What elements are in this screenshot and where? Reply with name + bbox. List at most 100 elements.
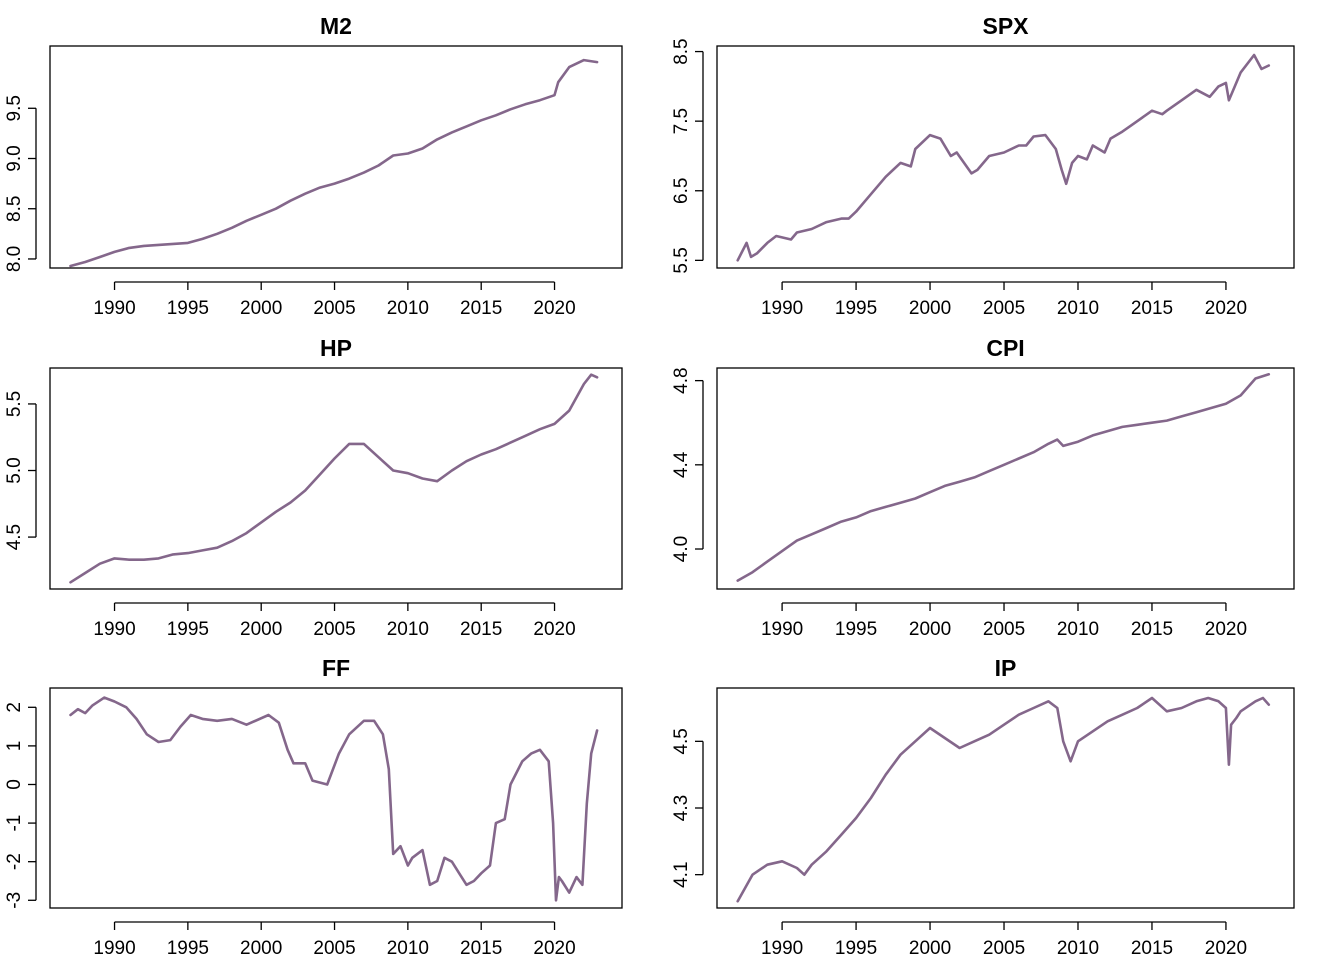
x-tick-label: 2020 [1205, 938, 1247, 959]
x-tick-label: 2010 [387, 938, 429, 959]
series-line-m2 [69, 58, 599, 268]
x-tick-label: 2005 [983, 298, 1025, 319]
x-tick-label: 1990 [761, 619, 803, 640]
y-axis-ff: -3 -2 -1 0 1 2 [4, 702, 37, 909]
x-tick-label: 2015 [460, 619, 502, 640]
plot-frame-hp [49, 367, 623, 590]
panel-title-spx: SPX [982, 13, 1029, 39]
x-tick-label: 2015 [1131, 298, 1173, 319]
x-tick-label: 2020 [533, 938, 575, 959]
y-tick-label: 7.5 [671, 108, 692, 134]
panel-title-cpi: CPI [986, 335, 1024, 361]
y-tick-label: 5.5 [671, 247, 692, 273]
plot-frame-ip [716, 687, 1295, 909]
x-tick-label: 2005 [313, 938, 355, 959]
x-tick-label: 2000 [909, 298, 951, 319]
panel-ff: FF 1990 1995 2000 2005 2010 2015 2020 -3 -2 -1 0 1 2 [4, 655, 623, 959]
x-tick-label: 2000 [240, 619, 282, 640]
y-axis-ip: 4.1 4.3 4.5 [671, 728, 704, 888]
x-axis-m2: 1990 1995 2000 2005 2010 2015 2020 [93, 281, 576, 319]
x-tick-label: 1995 [167, 619, 209, 640]
y-tick-label: 5.0 [4, 457, 25, 483]
x-tick-label: 2000 [240, 938, 282, 959]
series-line-spx [736, 53, 1271, 262]
x-tick-label: 1995 [167, 298, 209, 319]
y-tick-label: 4.5 [671, 728, 692, 754]
x-tick-label: 2020 [1205, 619, 1247, 640]
panel-title-hp: HP [320, 335, 352, 361]
plot-frame-cpi [716, 367, 1295, 590]
plot-frame-spx [716, 45, 1295, 269]
y-tick-label: 4.3 [671, 795, 692, 821]
y-tick-label: 8.5 [671, 38, 692, 64]
x-axis-hp: 1990 1995 2000 2005 2010 2015 2020 [93, 602, 576, 640]
x-tick-label: 2015 [1131, 938, 1173, 959]
panel-title-ip: IP [995, 655, 1017, 681]
x-tick-label: 1990 [761, 938, 803, 959]
panel-spx: SPX 1990 1995 2000 2005 2010 2015 2020 5.5 6.5 7.5… [671, 13, 1295, 319]
series-line-hp [69, 373, 599, 584]
y-tick-label: 2 [4, 702, 25, 713]
x-tick-label: 2005 [313, 619, 355, 640]
y-axis-spx: 5.5 6.5 7.5 8.5 [671, 38, 704, 274]
x-tick-label: 2010 [387, 619, 429, 640]
y-axis-cpi: 4.0 4.4 4.8 [671, 367, 704, 562]
x-tick-label: 2010 [1057, 298, 1099, 319]
y-tick-label: 4.1 [671, 861, 692, 887]
x-tick-label: 2020 [1205, 298, 1247, 319]
x-tick-label: 2010 [387, 298, 429, 319]
x-axis-ff: 1990 1995 2000 2005 2010 2015 2020 [93, 921, 576, 959]
y-axis-m2: 8.0 8.5 9.0 9.5 [4, 95, 37, 272]
y-tick-label: 8.0 [4, 246, 25, 272]
x-tick-label: 2020 [533, 619, 575, 640]
panel-title-ff: FF [322, 655, 350, 681]
x-tick-label: 2020 [533, 298, 575, 319]
series-line-cpi [736, 373, 1271, 582]
y-tick-label: -1 [4, 815, 25, 832]
y-tick-label: 1 [4, 741, 25, 752]
y-tick-label: 4.8 [671, 367, 692, 393]
x-tick-label: 2000 [909, 619, 951, 640]
x-tick-label: 2005 [983, 619, 1025, 640]
x-axis-spx: 1990 1995 2000 2005 2010 2015 2020 [761, 281, 1247, 319]
y-tick-label: -3 [4, 892, 25, 909]
panel-cpi: CPI 1990 1995 2000 2005 2010 2015 2020 4.0 4.4 4.8 [671, 335, 1295, 640]
x-tick-label: 1995 [167, 938, 209, 959]
x-axis-cpi: 1990 1995 2000 2005 2010 2015 2020 [761, 602, 1247, 640]
x-tick-label: 2005 [313, 298, 355, 319]
x-tick-label: 2015 [460, 298, 502, 319]
panel-ip: IP 1990 1995 2000 2005 2010 2015 2020 4.1 4.3 4.5 [671, 655, 1295, 959]
panel-m2: M2 1990 1995 2000 2005 2010 2015 2020 8.0 8.5 9.0 9… [4, 13, 623, 319]
y-tick-label: 6.5 [671, 178, 692, 204]
x-tick-label: 2010 [1057, 938, 1099, 959]
panel-title-m2: M2 [320, 13, 352, 39]
x-tick-label: 2000 [240, 298, 282, 319]
x-tick-label: 2005 [983, 938, 1025, 959]
x-tick-label: 1990 [93, 619, 135, 640]
y-tick-label: 9.0 [4, 145, 25, 171]
x-tick-label: 1995 [835, 938, 877, 959]
y-tick-label: 5.5 [4, 391, 25, 417]
x-tick-label: 2015 [460, 938, 502, 959]
series-line-ip [736, 696, 1271, 903]
plot-frame-ff [49, 687, 623, 909]
y-axis-hp: 4.5 5.0 5.5 [4, 391, 37, 550]
x-tick-label: 1990 [93, 938, 135, 959]
y-tick-label: 8.5 [4, 196, 25, 222]
x-tick-label: 2000 [909, 938, 951, 959]
y-tick-label: 4.4 [671, 451, 692, 478]
y-tick-label: 4.5 [4, 524, 25, 550]
series-line-ff [69, 696, 599, 902]
y-tick-label: 9.5 [4, 95, 25, 121]
y-tick-label: 4.0 [671, 536, 692, 562]
x-tick-label: 1990 [761, 298, 803, 319]
x-tick-label: 2010 [1057, 619, 1099, 640]
plot-frame-m2 [49, 45, 623, 269]
x-tick-label: 1995 [835, 619, 877, 640]
panel-hp: HP 1990 1995 2000 2005 2010 2015 2020 4.5 5.0 5.5 [4, 335, 623, 640]
y-tick-label: 0 [4, 779, 25, 790]
x-axis-ip: 1990 1995 2000 2005 2010 2015 2020 [761, 921, 1247, 959]
x-tick-label: 1990 [93, 298, 135, 319]
y-tick-label: -2 [4, 853, 25, 870]
